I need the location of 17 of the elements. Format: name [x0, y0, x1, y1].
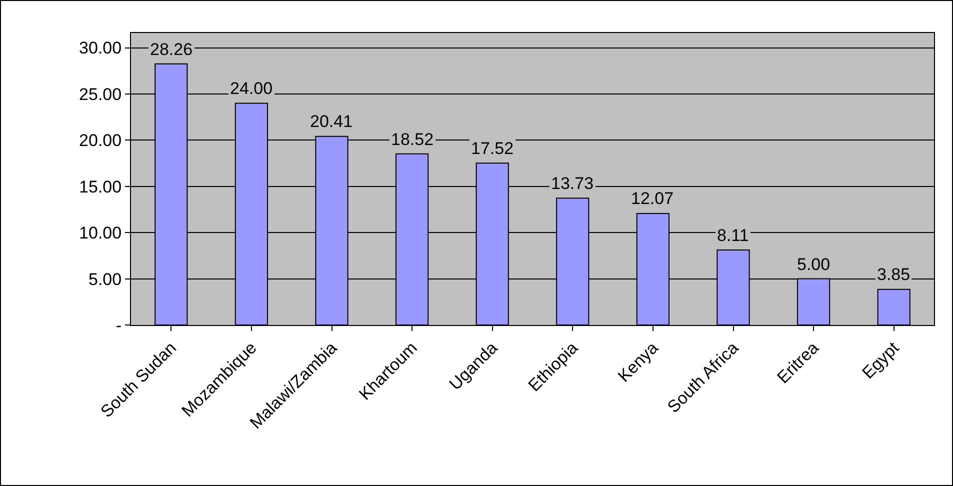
y-tick-label: - — [116, 316, 122, 335]
data-label: 28.26 — [150, 40, 193, 59]
data-label: 24.00 — [230, 79, 273, 98]
data-label: 17.52 — [471, 139, 514, 158]
data-label: 18.52 — [391, 130, 434, 149]
y-tick-label: 10.00 — [79, 224, 122, 243]
data-label: 3.85 — [877, 265, 910, 284]
data-label: 20.41 — [310, 112, 353, 131]
y-tick-label: 20.00 — [79, 131, 122, 150]
data-label: 8.11 — [717, 226, 749, 245]
y-tick-label: 5.00 — [88, 270, 122, 289]
data-label: 13.73 — [551, 174, 594, 193]
data-label: 12.07 — [631, 189, 674, 208]
data-label: 5.00 — [797, 255, 830, 274]
y-tick-label: 15.00 — [79, 177, 122, 196]
y-tick-label: 25.00 — [79, 84, 122, 104]
y-tick-label: 30.00 — [79, 38, 122, 58]
